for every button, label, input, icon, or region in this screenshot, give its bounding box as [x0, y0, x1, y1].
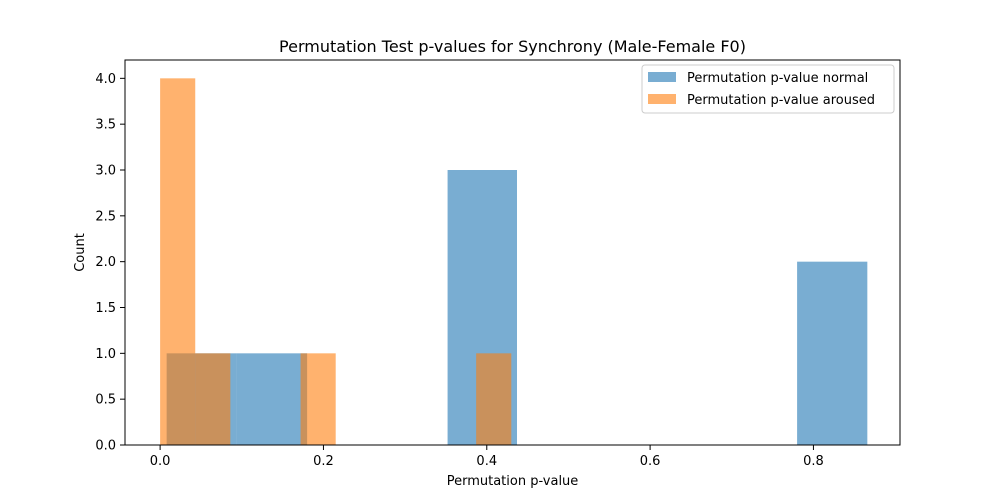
plot-frame: [124, 59, 901, 446]
legend-frame: [641, 64, 895, 114]
y-tick-label: 3.0: [95, 164, 116, 179]
y-tick-label: 1.0: [95, 347, 116, 362]
y-tick-label: 2.0: [95, 255, 116, 270]
legend-label-aroused: Permutation p-value aroused: [687, 93, 875, 108]
legend-swatch-aroused: [648, 94, 676, 104]
bar-series-0-bin-9: [797, 261, 868, 445]
x-tick-label: 0.2: [313, 454, 334, 469]
bar-series-1-bin-9: [476, 353, 512, 445]
plot-area: 0.0 0.2 0.4 0.6 0.8 0.0 0.5 1.0 1.5 2.0 2.5 3.0 3.5…: [95, 59, 901, 469]
x-tick-label: 0.6: [640, 454, 661, 469]
y-tick-label: 2.5: [95, 209, 116, 224]
x-tick-label: 0.0: [150, 454, 171, 469]
bars-group: [160, 78, 868, 445]
bar-series-1-bin-0: [160, 78, 196, 445]
legend-label-normal: Permutation p-value normal: [687, 71, 868, 86]
y-axis-ticks: 0.0 0.5 1.0 1.5 2.0 2.5 3.0 3.5 4.0: [95, 72, 125, 454]
y-tick-label: 3.5: [95, 118, 116, 133]
legend-swatch-normal: [648, 72, 676, 82]
y-tick-label: 0.0: [95, 439, 116, 454]
x-axis-label: Permutation p-value: [447, 474, 579, 489]
x-tick-label: 0.8: [803, 454, 824, 469]
chart-title: Permutation Test p-values for Synchrony …: [279, 37, 746, 56]
y-tick-label: 0.5: [95, 393, 116, 408]
bar-series-1-bin-4: [300, 353, 336, 445]
bar-series-1-bin-1: [195, 353, 231, 445]
y-tick-label: 4.0: [95, 72, 116, 87]
x-tick-label: 0.4: [476, 454, 497, 469]
y-tick-label: 1.5: [95, 301, 116, 316]
legend: Permutation p-value normal Permutation p…: [641, 64, 895, 114]
y-axis-label: Count: [73, 233, 88, 272]
bar-series-0-bin-1: [236, 353, 308, 445]
x-axis-ticks: 0.0 0.2 0.4 0.6 0.8: [150, 445, 824, 469]
